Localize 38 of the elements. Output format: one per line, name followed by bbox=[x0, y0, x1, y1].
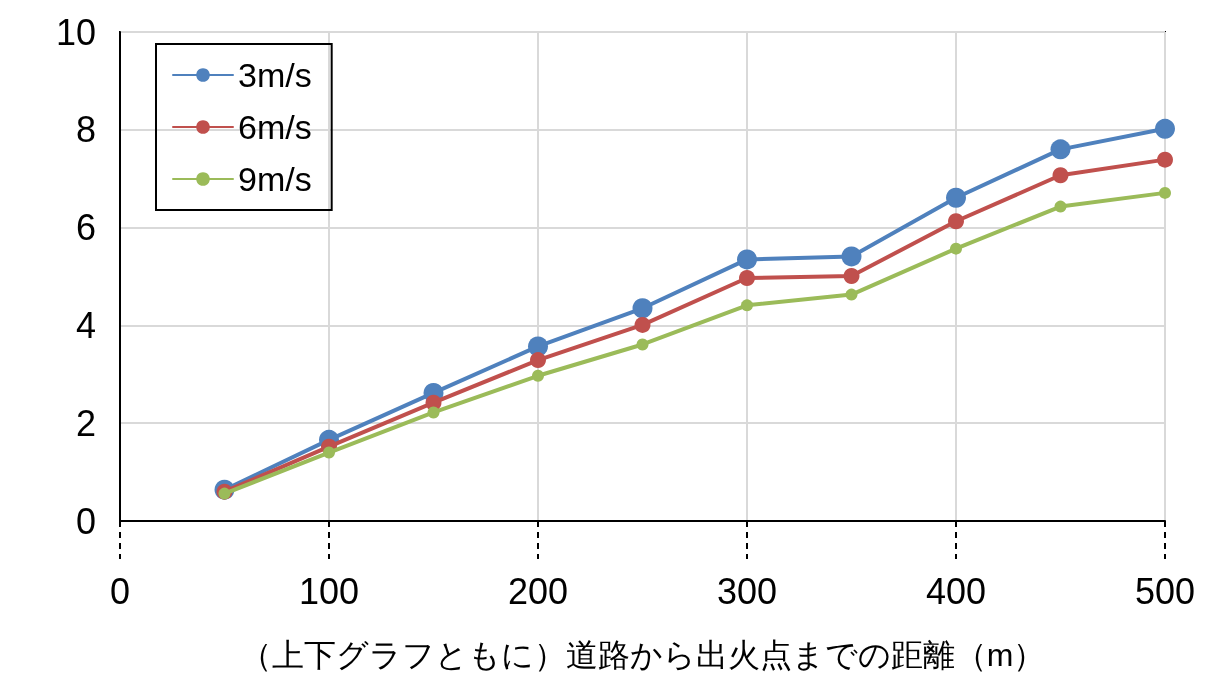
point bbox=[323, 446, 335, 459]
point bbox=[532, 369, 544, 382]
point bbox=[946, 187, 966, 208]
point bbox=[427, 406, 440, 419]
y-tick-label: 4 bbox=[75, 304, 96, 346]
y-tick-label: 2 bbox=[75, 402, 96, 444]
point bbox=[1159, 186, 1171, 199]
point bbox=[841, 246, 862, 267]
y-tick-label: 0 bbox=[75, 500, 96, 542]
x-tick-label: 0 bbox=[109, 570, 131, 612]
point bbox=[634, 316, 651, 333]
point bbox=[737, 249, 757, 270]
point bbox=[1052, 167, 1069, 184]
x-tick-label: 300 bbox=[716, 570, 778, 612]
point bbox=[632, 298, 653, 319]
x-axis-title: （上下グラフともに）道路から出火点までの距離（m） bbox=[239, 637, 1046, 673]
point bbox=[950, 242, 962, 255]
legend-label: 3m/s bbox=[238, 56, 312, 94]
legend-label: 6m/s bbox=[238, 108, 312, 146]
point bbox=[741, 299, 753, 312]
x-tick-label: 500 bbox=[1134, 570, 1196, 612]
point bbox=[739, 269, 755, 286]
point bbox=[1050, 139, 1071, 160]
x-tick-label: 100 bbox=[298, 570, 360, 612]
y-tick-label: 6 bbox=[75, 207, 96, 249]
point bbox=[1155, 118, 1175, 139]
point bbox=[1054, 200, 1067, 213]
y-tick-label: 8 bbox=[75, 109, 96, 151]
point bbox=[843, 268, 860, 285]
point bbox=[1157, 151, 1173, 168]
point bbox=[845, 288, 858, 301]
x-tick-label: 400 bbox=[925, 570, 987, 612]
point bbox=[948, 213, 964, 230]
point bbox=[636, 338, 649, 351]
y-tick-label: 10 bbox=[55, 11, 96, 53]
x-tick-label: 200 bbox=[507, 570, 569, 612]
legend-label: 9m/s bbox=[238, 160, 312, 198]
point bbox=[530, 352, 546, 369]
